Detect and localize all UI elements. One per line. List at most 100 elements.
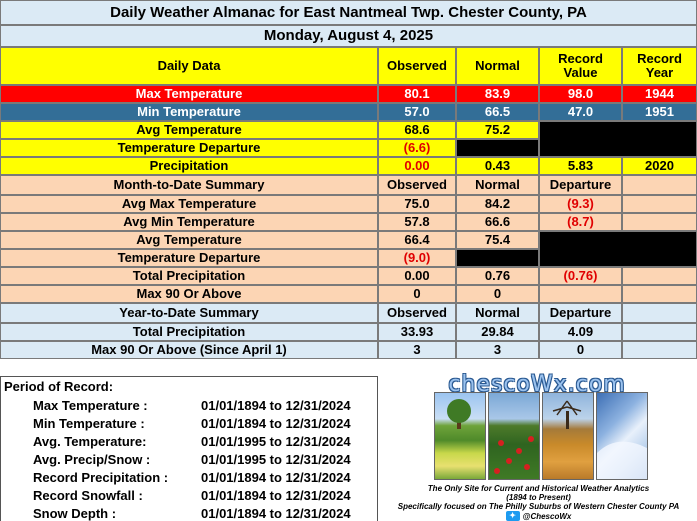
blank-block [539,231,697,267]
mtd-row-label: Avg Temperature [0,231,378,249]
ytd-departure-cell: 4.09 [539,323,622,341]
mtd-observed-cell: 0 [378,285,456,303]
daily-normal-cell: 75.2 [456,121,539,139]
mtd-row-label: Max 90 Or Above [0,285,378,303]
blank-block [456,249,539,267]
mtd-row-label: Avg Min Temperature [0,213,378,231]
ytd-departure-cell: 0 [539,341,622,359]
ytd-header-label: Year-to-Date Summary [0,303,378,323]
winter-photo [596,392,648,480]
mtd-row-label: Avg Max Temperature [0,195,378,213]
record-period-range: 01/01/1995 to 12/31/2024 [201,434,351,449]
daily-observed-cell: 0.00 [378,157,456,175]
daily-header-record-value: Record Value [539,47,622,85]
ytd-observed-cell: 3 [378,341,456,359]
daily-record-value-cell: 5.83 [539,157,622,175]
page-title: Daily Weather Almanac for East Nantmeal … [0,0,697,25]
twitter-icon: ✦ [505,511,520,521]
tree-icon [552,400,582,429]
daily-row-label: Min Temperature [0,103,378,121]
daily-record-year-cell: 2020 [622,157,697,175]
mtd-observed-cell: 57.8 [378,213,456,231]
mtd-spacer-cell [622,267,697,285]
mtd-observed-cell: 0.00 [378,267,456,285]
ytd-normal-cell: 29.84 [456,323,539,341]
daily-record-year-cell: 1951 [622,103,697,121]
ytd-header-departure: Departure [539,303,622,323]
record-period-label: Record Precipitation : [33,470,169,485]
mtd-row-label: Temperature Departure [0,249,378,267]
record-period-label: Max Temperature : [33,398,148,413]
mtd-normal-cell: 75.4 [456,231,539,249]
record-period-range: 01/01/1894 to 12/31/2024 [201,488,351,503]
mtd-observed-cell: (9.0) [378,249,456,267]
mtd-departure-cell: (0.76) [539,267,622,285]
daily-observed-cell: 57.0 [378,103,456,121]
ytd-spacer-cell [622,323,697,341]
record-period-label: Avg. Temperature: [33,434,147,449]
logo-tagline: (1894 to Present) [506,493,571,502]
tree-icon [447,399,471,429]
ytd-header-observed: Observed [378,303,456,323]
mtd-header-departure: Departure [539,175,622,195]
snow-icon [597,441,647,479]
logo-tagline-block: The Only Site for Current and Historical… [380,484,697,521]
twitter-handle-row[interactable]: ✦ @ChescoWx [380,511,697,521]
mtd-header-normal: Normal [456,175,539,195]
mtd-departure-cell: (8.7) [539,213,622,231]
daily-record-year-cell: 1944 [622,85,697,103]
poppy-icon [494,436,534,474]
mtd-observed-cell: 66.4 [378,231,456,249]
record-period-range: 01/01/1894 to 12/31/2024 [201,416,351,431]
ytd-row-label: Max 90 Or Above (Since April 1) [0,341,378,359]
logo-tagline: The Only Site for Current and Historical… [427,484,650,493]
date-banner: Monday, August 4, 2025 [0,25,697,47]
daily-normal-cell: 66.5 [456,103,539,121]
mtd-spacer-cell [622,213,697,231]
daily-row-label: Max Temperature [0,85,378,103]
record-period-range: 01/01/1894 to 12/31/2024 [201,470,351,485]
blank-block [456,139,539,157]
record-period-label: Snow Depth : [33,506,117,521]
mtd-departure-cell [539,285,622,303]
period-of-record-panel: Period of Record: Max Temperature : 01/0… [0,376,378,521]
summer-photo [488,392,540,480]
daily-observed-cell: (6.6) [378,139,456,157]
daily-header-normal: Normal [456,47,539,85]
mtd-spacer-cell [622,195,697,213]
daily-header-label: Daily Data [0,47,378,85]
mtd-row-label: Total Precipitation [0,267,378,285]
mtd-normal-cell: 0.76 [456,267,539,285]
record-period-label: Record Snowfall : [33,488,143,503]
daily-row-label: Precipitation [0,157,378,175]
record-period-label: Min Temperature : [33,416,145,431]
daily-row-label: Temperature Departure [0,139,378,157]
daily-observed-cell: 68.6 [378,121,456,139]
daily-header-record-year: Record Year [622,47,697,85]
daily-header-observed: Observed [378,47,456,85]
mtd-header-label: Month-to-Date Summary [0,175,378,195]
ytd-header-spacer [622,303,697,323]
ytd-header-normal: Normal [456,303,539,323]
ytd-observed-cell: 33.93 [378,323,456,341]
mtd-header-spacer [622,175,697,195]
mtd-spacer-cell [622,285,697,303]
mtd-header-observed: Observed [378,175,456,195]
period-of-record-heading: Period of Record: [4,379,114,394]
ytd-spacer-cell [622,341,697,359]
mtd-departure-cell: (9.3) [539,195,622,213]
daily-normal-cell: 83.9 [456,85,539,103]
record-period-range: 01/01/1894 to 12/31/2024 [201,506,351,521]
mtd-normal-cell: 0 [456,285,539,303]
daily-row-label: Avg Temperature [0,121,378,139]
mtd-observed-cell: 75.0 [378,195,456,213]
record-period-range: 01/01/1894 to 12/31/2024 [201,398,351,413]
record-period-label: Avg. Precip/Snow : [33,452,151,467]
mtd-normal-cell: 84.2 [456,195,539,213]
autumn-photo [542,392,594,480]
daily-record-value-cell: 98.0 [539,85,622,103]
daily-normal-cell: 0.43 [456,157,539,175]
mtd-normal-cell: 66.6 [456,213,539,231]
record-period-range: 01/01/1995 to 12/31/2024 [201,452,351,467]
ytd-normal-cell: 3 [456,341,539,359]
